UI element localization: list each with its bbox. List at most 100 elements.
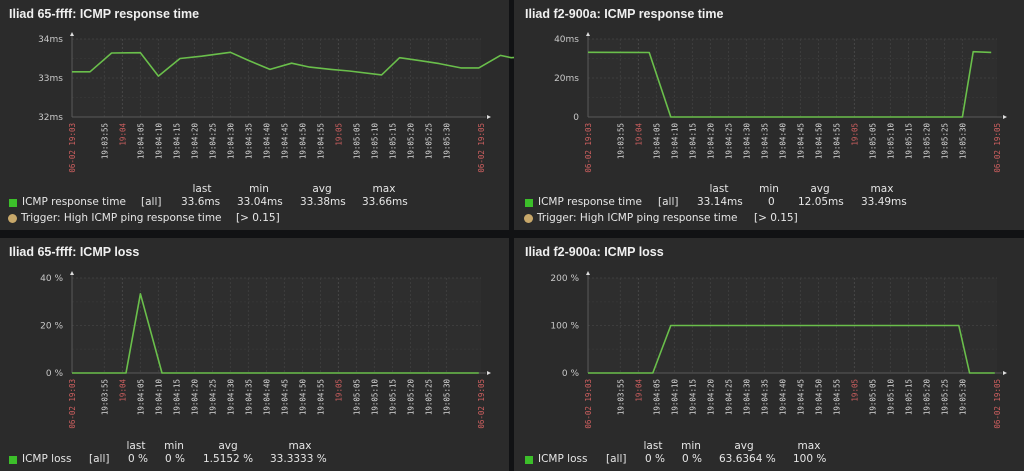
x-tick-label: 19:05:20 — [922, 123, 931, 160]
x-tick-label: 19:05:15 — [388, 379, 397, 415]
x-tick-label: 19:04:55 — [832, 379, 841, 415]
x-tick-label: 19:05:20 — [406, 379, 415, 416]
legend-max: 33.3333 % — [270, 453, 327, 465]
y-tick-label: 0 % — [46, 369, 64, 379]
x-tick-label: 19:05:30 — [958, 123, 967, 160]
graph-title: Iliad f2-900a: ICMP loss — [525, 245, 664, 259]
x-tick-label: 19:04:20 — [190, 123, 199, 160]
x-tick-label: 19:04:35 — [760, 123, 769, 159]
x-tick-label: 19:04:50 — [298, 379, 307, 416]
x-tick-label: 19:04:50 — [814, 379, 823, 416]
x-end-label: 06-02 19:05 — [993, 379, 1002, 429]
legend-trigger-label: Trigger: High ICMP ping response time — [21, 212, 222, 224]
graph-panel-response-65-ffff: Iliad 65-ffff: ICMP response time 32ms 33… — [0, 0, 587, 230]
graph-canvas[interactable]: 32ms 33ms 34ms 19:03:55 19:04 19:04:05 19:04:1… — [0, 0, 587, 230]
graph-canvas[interactable]: 0 % 100 % 200 % 19:03:55 19:04 19:04:05 19:04:… — [514, 238, 1024, 471]
x-tick-label: 19:04:40 — [778, 123, 787, 160]
legend-min: 0 % — [682, 453, 702, 465]
graph-legend: last min avg max ICMP loss [all] 0 % 0 %… — [0, 238, 509, 471]
x-tick-label: 19:03:55 — [100, 379, 109, 415]
x-tick-label: 19:05:25 — [424, 123, 433, 159]
x-tick-label: 19:04:15 — [172, 379, 181, 415]
x-tick-label: 19:04:50 — [298, 123, 307, 160]
x-tick-label: 19:04:10 — [670, 379, 679, 416]
x-tick-label: 19:05:10 — [370, 123, 379, 160]
x-tick-label: 19:04:55 — [832, 123, 841, 159]
y-axis-arrow-icon — [586, 271, 590, 275]
x-tick-label: 19:05 — [850, 379, 859, 402]
x-tick-label: 19:04:25 — [208, 123, 217, 159]
x-tick-label: 19:04:15 — [172, 123, 181, 159]
x-tick-label: 19:04 — [118, 123, 127, 146]
legend-series-label: ICMP loss — [22, 453, 72, 465]
x-tick-label: 19:04:15 — [688, 379, 697, 415]
legend-scope: [all] — [89, 453, 110, 465]
x-tick-label: 19:04:20 — [706, 123, 715, 160]
x-end-label: 06-02 19:05 — [993, 123, 1002, 173]
legend-avg: 1.5152 % — [203, 453, 254, 465]
x-tick-label: 19:05:05 — [352, 123, 361, 159]
x-tick-label: 19:04:30 — [742, 123, 751, 160]
x-tick-label: 19:05:10 — [370, 379, 379, 416]
x-tick-label: 19:04:30 — [226, 123, 235, 160]
x-tick-label: 19:05:30 — [958, 379, 967, 416]
x-tick-label: 19:04:40 — [262, 379, 271, 416]
legend-scope: [all] — [606, 453, 627, 465]
series-color-square — [9, 199, 17, 207]
y-tick-label: 20ms — [554, 74, 579, 84]
legend-trigger-value: [> 0.15] — [754, 212, 798, 224]
legend-header-last: last — [126, 440, 146, 452]
x-tick-label: 19:04:45 — [796, 379, 805, 415]
x-tick-label: 19:05:25 — [940, 123, 949, 159]
legend-avg: 12.05ms — [798, 196, 844, 208]
x-end-label: 06-02 19:05 — [477, 123, 486, 173]
graph-panel-response-f2-900a: Iliad f2-900a: ICMP response time 0 20ms 4… — [514, 0, 1024, 230]
x-tick-label: 19:04:20 — [706, 379, 715, 416]
graph-title: Iliad 65-ffff: ICMP loss — [9, 245, 140, 259]
x-axis-arrow-icon — [487, 371, 491, 375]
legend-trigger-label: Trigger: High ICMP ping response time — [537, 212, 738, 224]
graph-title: Iliad f2-900a: ICMP response time — [525, 7, 724, 21]
graph-canvas[interactable]: 0 20ms 40ms 19:03:55 19:04 19:04:05 19:04:10 19… — [514, 0, 1024, 230]
x-axis-arrow-icon — [487, 115, 491, 119]
graph-legend: last min avg max ICMP response time [all… — [0, 0, 509, 230]
x-axis-arrow-icon — [1003, 115, 1007, 119]
legend-last: 0 % — [128, 453, 148, 465]
legend-max: 33.49ms — [861, 196, 907, 208]
y-tick-label: 20 % — [40, 322, 63, 332]
x-tick-label: 19:04:35 — [760, 379, 769, 415]
x-tick-label: 19:04:35 — [244, 379, 253, 415]
series-color-square — [525, 199, 533, 207]
graph-title: Iliad 65-ffff: ICMP response time — [9, 7, 200, 21]
graph-canvas[interactable]: 0 % 20 % 40 % 19:03:55 19:04 19:04:05 19:04:10… — [0, 238, 509, 471]
legend-trigger-value: [> 0.15] — [236, 212, 280, 224]
x-tick-label: 19:04:10 — [670, 123, 679, 160]
legend-series-label: ICMP response time — [538, 196, 642, 208]
y-tick-label: 40 % — [40, 274, 63, 284]
legend-header-max: max — [870, 183, 894, 195]
legend-last: 33.14ms — [697, 196, 743, 208]
x-tick-label: 19:05 — [334, 379, 343, 402]
trigger-dot-icon — [8, 214, 17, 223]
legend-min: 0 % — [165, 453, 185, 465]
y-tick-label: 100 % — [550, 322, 579, 332]
x-tick-label: 19:04:35 — [244, 123, 253, 159]
legend-header-max: max — [372, 183, 396, 195]
x-tick-label: 19:04:05 — [652, 379, 661, 415]
legend-min: 0 — [768, 196, 775, 208]
legend-avg: 33.38ms — [300, 196, 346, 208]
y-tick-label: 32ms — [38, 113, 63, 123]
x-tick-label: 19:04:10 — [154, 123, 163, 160]
legend-scope: [all] — [141, 196, 162, 208]
x-tick-label: 19:05:30 — [442, 123, 451, 160]
series-line — [588, 324, 995, 374]
x-tick-label: 19:04:55 — [316, 379, 325, 415]
x-start-label: 06-02 19:03 — [68, 123, 77, 173]
x-tick-label: 19:05:05 — [352, 379, 361, 415]
y-tick-label: 200 % — [550, 274, 579, 284]
graph-panel-loss-f2-900a: Iliad f2-900a: ICMP loss 0 % 100 % 200 % 19… — [514, 238, 1024, 471]
legend-header-min: min — [759, 183, 779, 195]
graph-legend: last min avg max ICMP loss [all] 0 % 0 %… — [514, 238, 1024, 471]
x-tick-label: 19:04 — [634, 379, 643, 402]
x-start-label: 06-02 19:03 — [584, 123, 593, 173]
